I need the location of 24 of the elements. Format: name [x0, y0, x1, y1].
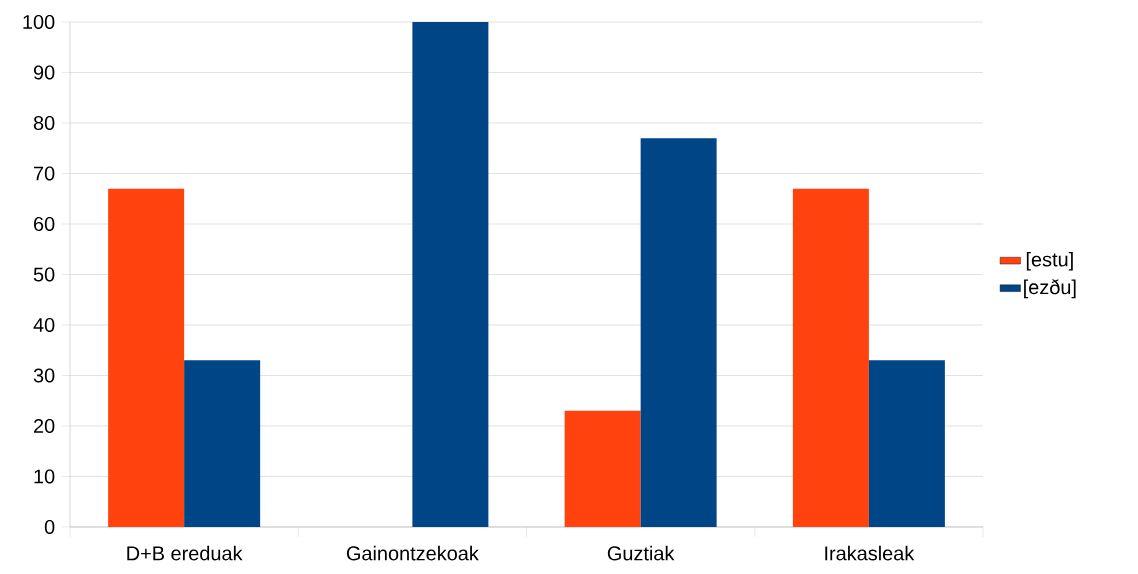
x-tick-label: D+B ereduak — [127, 545, 243, 561]
legend-label: [ezðu] — [1024, 279, 1076, 299]
legend-label: [estu] — [1026, 251, 1073, 271]
y-tick-label: 20 — [34, 418, 55, 434]
y-tick-label: 60 — [34, 216, 55, 232]
bar — [564, 410, 641, 527]
bar — [184, 360, 261, 527]
y-tick-label: 10 — [34, 469, 55, 484]
y-tick-label: 50 — [33, 267, 55, 282]
bar — [868, 360, 945, 527]
y-tick-label: 100 — [23, 14, 55, 30]
bar — [412, 21, 489, 527]
x-tick-label: Irakasleak — [825, 545, 915, 561]
y-tick-label: 70 — [34, 166, 55, 181]
y-tick-label: 0 — [44, 519, 55, 535]
bar — [640, 138, 717, 527]
y-tick-label: 80 — [33, 115, 55, 131]
y-tick-label: 90 — [33, 65, 55, 80]
y-tick-label: 30 — [33, 368, 55, 383]
bar — [792, 188, 869, 527]
y-tick-label: 40 — [33, 317, 55, 333]
x-tick-label: Gainontzekoak — [346, 545, 479, 561]
x-tick-label: Guztiak — [607, 545, 675, 561]
bar — [108, 188, 185, 527]
